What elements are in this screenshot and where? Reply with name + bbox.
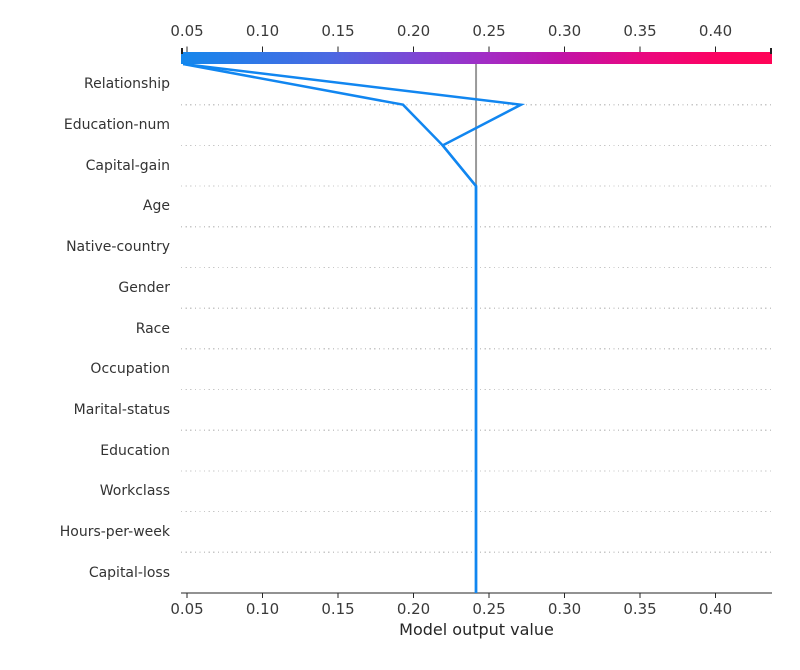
feature-label-capital-loss: Capital-loss [88, 564, 170, 581]
feature-label-marital-status: Marital-status [73, 401, 170, 418]
feature-label-occupation: Occupation [90, 361, 170, 378]
feature-label-education-num: Education-num [63, 117, 170, 134]
top-tick-label: 0.25 [472, 22, 506, 40]
bottom-tick-label: 0.25 [472, 600, 506, 618]
feature-label-education: Education [100, 442, 170, 459]
top-tick-label: 0.20 [396, 22, 431, 40]
bottom-tick-label: 0.35 [623, 600, 657, 618]
top-tick-label: 0.40 [698, 22, 733, 40]
bottom-tick-label: 0.30 [547, 600, 582, 618]
feature-label-race: Race [135, 320, 170, 337]
top-tick-label: 0.05 [170, 22, 204, 40]
feature-label-workclass: Workclass [99, 483, 170, 500]
top-tick-label: 0.35 [623, 22, 657, 40]
x-axis-title: Model output value [399, 620, 554, 639]
bottom-tick-label: 0.15 [321, 600, 355, 618]
feature-label-relationship: Relationship [84, 76, 170, 93]
feature-label-native-country: Native-country [66, 239, 170, 256]
bottom-tick-label: 0.10 [245, 600, 280, 618]
colorbar-right-edge-tick [770, 48, 772, 54]
decision-path-observation-2 [182, 62, 478, 593]
feature-label-capital-gain: Capital-gain [85, 157, 170, 174]
top-tick-label: 0.30 [547, 22, 582, 40]
top-tick-label: 0.10 [245, 22, 280, 40]
bottom-tick-label: 0.20 [396, 600, 431, 618]
feature-label-hours-per-week: Hours-per-week [59, 523, 170, 540]
feature-label-gender: Gender [118, 279, 170, 296]
feature-label-age: Age [142, 198, 170, 215]
colorbar-gradient [181, 52, 772, 64]
colorbar-left-edge-tick [181, 48, 183, 54]
top-tick-label: 0.15 [321, 22, 355, 40]
bottom-tick-label: 0.05 [170, 600, 204, 618]
decision-path-observation-1 [182, 62, 526, 593]
bottom-tick-label: 0.40 [698, 600, 733, 618]
